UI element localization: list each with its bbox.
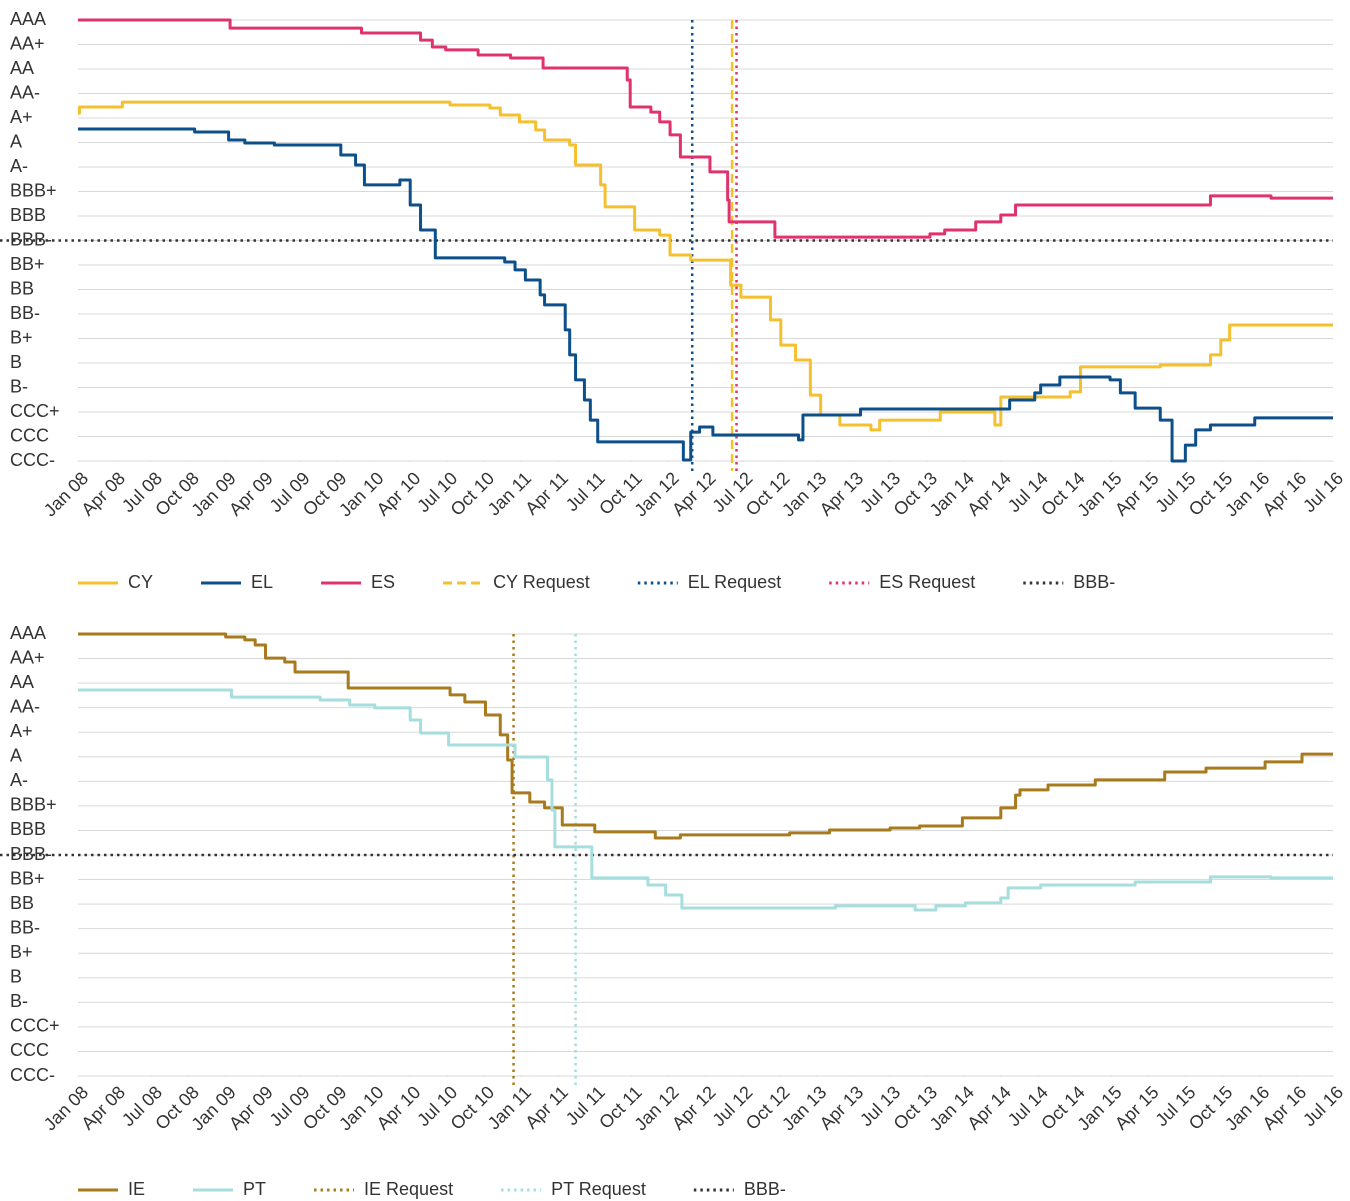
legend-label: IE (128, 1179, 145, 1199)
x-tick-label: Jul 16 (1299, 468, 1347, 516)
x-tick-label: Apr 11 (521, 468, 572, 519)
y-tick-label: AA (10, 672, 34, 692)
legend-label: PT (243, 1179, 266, 1199)
y-tick-label: A- (10, 156, 28, 176)
legend-label: EL (251, 572, 273, 592)
y-tick-label: AAA (10, 9, 46, 29)
legend-label: PT Request (551, 1179, 646, 1199)
legend-label: BBB- (744, 1179, 786, 1199)
y-tick-label: A- (10, 770, 28, 790)
y-tick-label: BBB (10, 819, 46, 839)
y-tick-label: A+ (10, 721, 33, 741)
legend-label: ES Request (879, 572, 975, 592)
x-tick-label: Apr 11 (521, 1082, 572, 1133)
y-tick-label: BB- (10, 917, 40, 937)
y-tick-label: A+ (10, 107, 33, 127)
x-tick-label: Jul 16 (1299, 1082, 1347, 1130)
y-tick-label: AA+ (10, 647, 45, 667)
legend-label: IE Request (364, 1179, 453, 1199)
y-tick-label: BBB+ (10, 180, 57, 200)
y-tick-label: CCC- (10, 1065, 55, 1085)
y-tick-label: B (10, 967, 22, 987)
y-tick-label: BBB- (10, 229, 52, 249)
legend-label: EL Request (688, 572, 781, 592)
series-line (78, 18, 1333, 239)
series-line (78, 688, 1333, 912)
y-tick-label: BBB (10, 205, 46, 225)
y-tick-label: BBB- (10, 844, 52, 864)
y-tick-label: BB (10, 278, 34, 298)
y-tick-label: CCC+ (10, 1016, 60, 1036)
series-line (78, 127, 1333, 463)
y-tick-label: AA- (10, 696, 40, 716)
y-tick-label: B (10, 352, 22, 372)
y-tick-label: CCC- (10, 450, 55, 470)
legend-label: CY (128, 572, 153, 592)
y-tick-label: CCC (10, 1040, 49, 1060)
y-tick-label: BB+ (10, 868, 45, 888)
y-tick-label: B+ (10, 327, 33, 347)
legend-label: BBB- (1073, 572, 1115, 592)
y-tick-label: CCC (10, 425, 49, 445)
y-tick-label: BB+ (10, 254, 45, 274)
y-tick-label: AA+ (10, 33, 45, 53)
y-tick-label: B- (10, 376, 28, 396)
y-tick-label: A (10, 131, 22, 151)
y-tick-label: AAA (10, 623, 46, 643)
y-tick-label: B- (10, 991, 28, 1011)
series-line (77, 100, 1333, 432)
legend-label: CY Request (493, 572, 590, 592)
y-tick-label: CCC+ (10, 401, 60, 421)
series-line (78, 632, 1333, 840)
y-tick-label: A (10, 746, 22, 766)
y-tick-label: BB- (10, 303, 40, 323)
y-tick-label: BBB+ (10, 795, 57, 815)
y-tick-label: AA- (10, 82, 40, 102)
y-tick-label: AA (10, 58, 34, 78)
legend-label: ES (371, 572, 395, 592)
y-tick-label: B+ (10, 942, 33, 962)
y-tick-label: BB (10, 893, 34, 913)
